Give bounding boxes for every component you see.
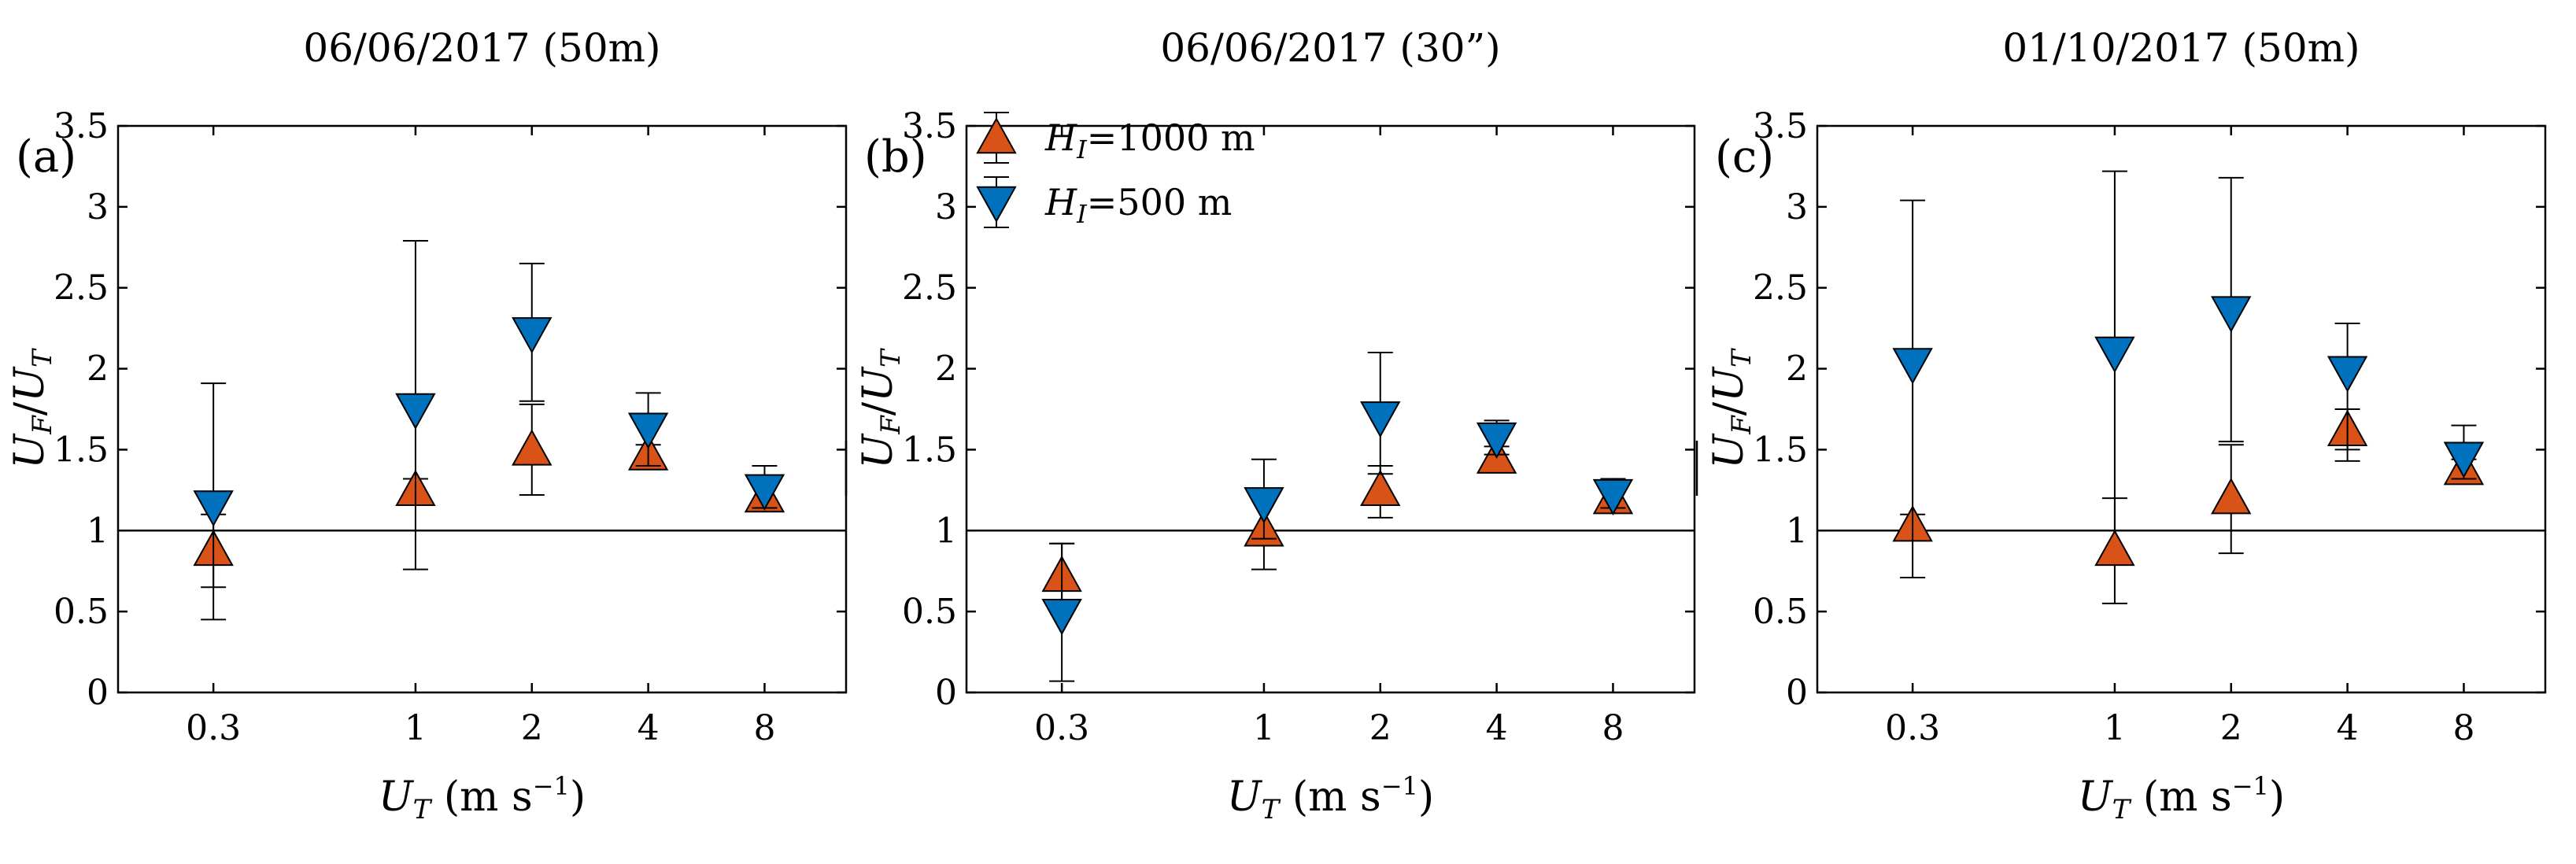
- x-tick-label: 4: [2337, 708, 2359, 748]
- y-tick-label: 3: [935, 187, 957, 227]
- plot-frame: [965, 124, 1696, 694]
- marker-h500: [1476, 422, 1517, 460]
- panel-title: 06/06/2017 (50m): [303, 25, 660, 71]
- y-tick-label: 0: [87, 673, 109, 713]
- marker-h1000: [1360, 469, 1401, 507]
- panel-a: 0 0.5 1 1.5 2 2.5 3 3.5 0.3 1 2 4 8 06/06/2017 (50m) (…: [6, 25, 848, 825]
- marker-h500: [1892, 348, 1933, 385]
- y-tick-label: 1.5: [54, 430, 109, 470]
- x-axis-label: UT (m s−1): [2078, 771, 2285, 825]
- legend: HI=1000 m HI=500 m: [976, 112, 1255, 229]
- legend-marker: [976, 116, 1017, 154]
- x-tick-label: 1: [405, 708, 427, 748]
- y-tick-label: 3.5: [54, 106, 109, 146]
- marker-h500: [2211, 296, 2252, 333]
- plot-frame: [1816, 124, 2547, 694]
- marker-h500: [2327, 356, 2368, 393]
- x-tick-label: 8: [1602, 708, 1624, 748]
- panel-title: 01/10/2017 (50m): [2002, 25, 2360, 71]
- x-tick-label: 0.3: [1885, 708, 1940, 748]
- marker-h500: [1041, 599, 1082, 636]
- marker-h500: [2443, 441, 2485, 478]
- y-axis-label: UF/UT: [855, 348, 907, 469]
- marker-h500: [2094, 336, 2135, 374]
- y-tick-label: 1.5: [1753, 430, 1808, 470]
- y-tick-label: 3: [87, 187, 109, 227]
- x-tick-label: 2: [2220, 708, 2242, 748]
- y-tick-label: 3.5: [902, 106, 957, 146]
- x-axis-label: UT (m s−1): [1227, 771, 1434, 825]
- y-tick-label: 2: [87, 349, 109, 390]
- x-tick-label: 4: [1486, 708, 1508, 748]
- panel-b: 0 0.5 1 1.5 2 2.5 3 3.5 0.3 1 2 4 8 06/06/2017 (30”) (…: [844, 25, 1696, 825]
- y-tick-label: 2.5: [1753, 268, 1808, 308]
- x-tick-label: 1: [1253, 708, 1275, 748]
- marker-h500: [744, 474, 785, 511]
- legend-item: HI=500 m: [976, 176, 1232, 229]
- y-tick-label: 2.5: [54, 268, 109, 308]
- x-tick-label: 2: [1369, 708, 1391, 748]
- x-tick-label: 8: [2452, 708, 2474, 748]
- legend-marker: [976, 186, 1017, 223]
- marker-h500: [1360, 401, 1401, 438]
- x-tick-label: 2: [521, 708, 543, 748]
- x-tick-label: 0.3: [186, 708, 241, 748]
- marker-h500: [395, 393, 436, 430]
- panel-label: (a): [16, 131, 76, 183]
- marker-h500: [1244, 487, 1284, 524]
- x-tick-label: 4: [638, 708, 660, 748]
- x-axis-label: UT (m s−1): [379, 771, 586, 825]
- x-tick-label: 0.3: [1034, 708, 1089, 748]
- marker-h500: [1592, 478, 1634, 516]
- y-tick-label: 2: [1786, 349, 1808, 390]
- legend-label: HI=500 m: [1044, 181, 1232, 229]
- y-axis-label: UF/UT: [1706, 348, 1757, 469]
- y-tick-label: 1: [1786, 511, 1808, 551]
- y-tick-label: 0.5: [54, 592, 109, 632]
- marker-h1000: [2094, 529, 2135, 567]
- y-tick-label: 1: [935, 511, 957, 551]
- y-axis-label: UF/UT: [6, 348, 58, 469]
- x-tick-label: 8: [753, 708, 775, 748]
- marker-h1000: [2211, 478, 2252, 515]
- y-tick-label: 2.5: [902, 268, 957, 308]
- panel-title: 06/06/2017 (30”): [1160, 25, 1500, 71]
- y-tick-label: 0: [935, 673, 957, 713]
- y-tick-label: 2: [935, 349, 957, 390]
- y-tick-label: 1: [87, 511, 109, 551]
- y-tick-label: 3: [1786, 187, 1808, 227]
- legend-label: HI=1000 m: [1044, 116, 1255, 164]
- marker-h500: [512, 317, 553, 354]
- y-tick-label: 3.5: [1753, 106, 1808, 146]
- x-tick-label: 1: [2104, 708, 2126, 748]
- y-tick-label: 0.5: [902, 592, 957, 632]
- marker-h500: [193, 490, 234, 527]
- marker-h500: [627, 412, 669, 449]
- legend-item: HI=1000 m: [976, 112, 1255, 164]
- panel-label: (b): [864, 131, 927, 183]
- plot-frame: [116, 124, 848, 694]
- y-tick-label: 1.5: [902, 430, 957, 470]
- panel-label: (c): [1715, 131, 1774, 183]
- marker-h1000: [512, 429, 553, 466]
- y-tick-label: 0.5: [1753, 592, 1808, 632]
- y-tick-label: 0: [1786, 673, 1808, 713]
- panel-c: 0 0.5 1 1.5 2 2.5 3 3.5 0.3 1 2 4 8 01/10/2017 (50m) (…: [1695, 25, 2547, 825]
